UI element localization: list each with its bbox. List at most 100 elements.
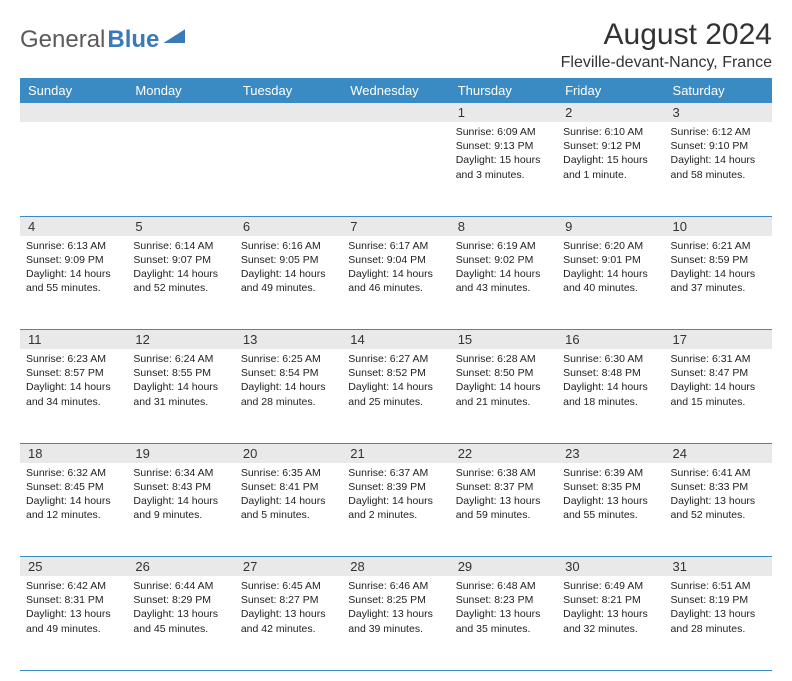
sunrise-text: Sunrise: 6:17 AM (348, 239, 443, 253)
day-details: Sunrise: 6:45 AMSunset: 8:27 PMDaylight:… (235, 576, 342, 640)
daylight-text: Daylight: 14 hours and 2 minutes. (348, 494, 443, 522)
week-row: Sunrise: 6:13 AMSunset: 9:09 PMDaylight:… (20, 236, 772, 330)
sunrise-text: Sunrise: 6:34 AM (133, 466, 228, 480)
sunrise-text: Sunrise: 6:24 AM (133, 352, 228, 366)
page-title: August 2024 (561, 18, 772, 52)
day-number-cell: 4 (20, 216, 127, 236)
day-cell: Sunrise: 6:31 AMSunset: 8:47 PMDaylight:… (665, 349, 772, 443)
day-cell: Sunrise: 6:34 AMSunset: 8:43 PMDaylight:… (127, 463, 234, 557)
day-cell: Sunrise: 6:45 AMSunset: 8:27 PMDaylight:… (235, 576, 342, 670)
weekday-header: Thursday (450, 78, 557, 103)
logo-text-part2: Blue (107, 26, 159, 54)
day-cell: Sunrise: 6:32 AMSunset: 8:45 PMDaylight:… (20, 463, 127, 557)
day-details: Sunrise: 6:48 AMSunset: 8:23 PMDaylight:… (450, 576, 557, 640)
daylight-text: Daylight: 14 hours and 28 minutes. (241, 380, 336, 408)
sunrise-text: Sunrise: 6:51 AM (671, 579, 766, 593)
sunrise-text: Sunrise: 6:16 AM (241, 239, 336, 253)
sunrise-text: Sunrise: 6:49 AM (563, 579, 658, 593)
day-cell (235, 122, 342, 216)
sunset-text: Sunset: 8:31 PM (26, 593, 121, 607)
day-details: Sunrise: 6:14 AMSunset: 9:07 PMDaylight:… (127, 236, 234, 300)
sunrise-text: Sunrise: 6:42 AM (26, 579, 121, 593)
daylight-text: Daylight: 14 hours and 34 minutes. (26, 380, 121, 408)
daynum-row: 11121314151617 (20, 330, 772, 350)
sunset-text: Sunset: 8:23 PM (456, 593, 551, 607)
daynum-row: 25262728293031 (20, 557, 772, 577)
sunset-text: Sunset: 9:09 PM (26, 253, 121, 267)
sunset-text: Sunset: 8:39 PM (348, 480, 443, 494)
day-details: Sunrise: 6:35 AMSunset: 8:41 PMDaylight:… (235, 463, 342, 527)
daylight-text: Daylight: 14 hours and 43 minutes. (456, 267, 551, 295)
sunrise-text: Sunrise: 6:30 AM (563, 352, 658, 366)
day-details: Sunrise: 6:09 AMSunset: 9:13 PMDaylight:… (450, 122, 557, 186)
sunrise-text: Sunrise: 6:23 AM (26, 352, 121, 366)
daylight-text: Daylight: 14 hours and 15 minutes. (671, 380, 766, 408)
day-number-cell: 5 (127, 216, 234, 236)
daylight-text: Daylight: 14 hours and 55 minutes. (26, 267, 121, 295)
day-cell: Sunrise: 6:42 AMSunset: 8:31 PMDaylight:… (20, 576, 127, 670)
day-details: Sunrise: 6:19 AMSunset: 9:02 PMDaylight:… (450, 236, 557, 300)
logo-text-part1: General (20, 26, 105, 54)
daylight-text: Daylight: 15 hours and 3 minutes. (456, 153, 551, 181)
sunset-text: Sunset: 8:35 PM (563, 480, 658, 494)
sunrise-text: Sunrise: 6:41 AM (671, 466, 766, 480)
daylight-text: Daylight: 13 hours and 59 minutes. (456, 494, 551, 522)
weekday-header: Tuesday (235, 78, 342, 103)
day-details: Sunrise: 6:38 AMSunset: 8:37 PMDaylight:… (450, 463, 557, 527)
sunset-text: Sunset: 9:12 PM (563, 139, 658, 153)
day-cell: Sunrise: 6:17 AMSunset: 9:04 PMDaylight:… (342, 236, 449, 330)
day-cell: Sunrise: 6:14 AMSunset: 9:07 PMDaylight:… (127, 236, 234, 330)
daylight-text: Daylight: 14 hours and 40 minutes. (563, 267, 658, 295)
logo: GeneralBlue (20, 18, 185, 54)
sunrise-text: Sunrise: 6:31 AM (671, 352, 766, 366)
day-number-cell (20, 103, 127, 122)
sunset-text: Sunset: 9:07 PM (133, 253, 228, 267)
day-details: Sunrise: 6:32 AMSunset: 8:45 PMDaylight:… (20, 463, 127, 527)
week-row: Sunrise: 6:42 AMSunset: 8:31 PMDaylight:… (20, 576, 772, 670)
sunrise-text: Sunrise: 6:13 AM (26, 239, 121, 253)
day-details: Sunrise: 6:28 AMSunset: 8:50 PMDaylight:… (450, 349, 557, 413)
day-cell: Sunrise: 6:13 AMSunset: 9:09 PMDaylight:… (20, 236, 127, 330)
day-cell: Sunrise: 6:37 AMSunset: 8:39 PMDaylight:… (342, 463, 449, 557)
day-number-cell: 9 (557, 216, 664, 236)
day-cell: Sunrise: 6:35 AMSunset: 8:41 PMDaylight:… (235, 463, 342, 557)
day-number-cell: 22 (450, 443, 557, 463)
day-cell: Sunrise: 6:09 AMSunset: 9:13 PMDaylight:… (450, 122, 557, 216)
sunset-text: Sunset: 9:13 PM (456, 139, 551, 153)
sunset-text: Sunset: 8:47 PM (671, 366, 766, 380)
day-number-cell: 3 (665, 103, 772, 122)
daylight-text: Daylight: 14 hours and 52 minutes. (133, 267, 228, 295)
sunset-text: Sunset: 9:02 PM (456, 253, 551, 267)
sunset-text: Sunset: 8:41 PM (241, 480, 336, 494)
location-subtitle: Fleville-devant-Nancy, France (561, 54, 772, 72)
sunrise-text: Sunrise: 6:20 AM (563, 239, 658, 253)
day-number-cell: 8 (450, 216, 557, 236)
day-cell: Sunrise: 6:25 AMSunset: 8:54 PMDaylight:… (235, 349, 342, 443)
day-cell: Sunrise: 6:24 AMSunset: 8:55 PMDaylight:… (127, 349, 234, 443)
day-details: Sunrise: 6:31 AMSunset: 8:47 PMDaylight:… (665, 349, 772, 413)
daylight-text: Daylight: 14 hours and 37 minutes. (671, 267, 766, 295)
day-number-cell: 29 (450, 557, 557, 577)
title-block: August 2024 Fleville-devant-Nancy, Franc… (561, 18, 772, 72)
sunset-text: Sunset: 8:52 PM (348, 366, 443, 380)
sunrise-text: Sunrise: 6:27 AM (348, 352, 443, 366)
day-cell: Sunrise: 6:30 AMSunset: 8:48 PMDaylight:… (557, 349, 664, 443)
day-details: Sunrise: 6:30 AMSunset: 8:48 PMDaylight:… (557, 349, 664, 413)
sunset-text: Sunset: 8:43 PM (133, 480, 228, 494)
day-number-cell: 10 (665, 216, 772, 236)
day-number-cell: 15 (450, 330, 557, 350)
sunset-text: Sunset: 8:45 PM (26, 480, 121, 494)
day-details: Sunrise: 6:20 AMSunset: 9:01 PMDaylight:… (557, 236, 664, 300)
day-details: Sunrise: 6:44 AMSunset: 8:29 PMDaylight:… (127, 576, 234, 640)
day-details: Sunrise: 6:24 AMSunset: 8:55 PMDaylight:… (127, 349, 234, 413)
day-cell (20, 122, 127, 216)
week-row: Sunrise: 6:32 AMSunset: 8:45 PMDaylight:… (20, 463, 772, 557)
calendar-page: GeneralBlue August 2024 Fleville-devant-… (0, 0, 792, 681)
sunset-text: Sunset: 8:29 PM (133, 593, 228, 607)
sunrise-text: Sunrise: 6:14 AM (133, 239, 228, 253)
daylight-text: Daylight: 14 hours and 5 minutes. (241, 494, 336, 522)
day-cell: Sunrise: 6:23 AMSunset: 8:57 PMDaylight:… (20, 349, 127, 443)
day-number-cell (235, 103, 342, 122)
daynum-row: 45678910 (20, 216, 772, 236)
sunset-text: Sunset: 8:27 PM (241, 593, 336, 607)
